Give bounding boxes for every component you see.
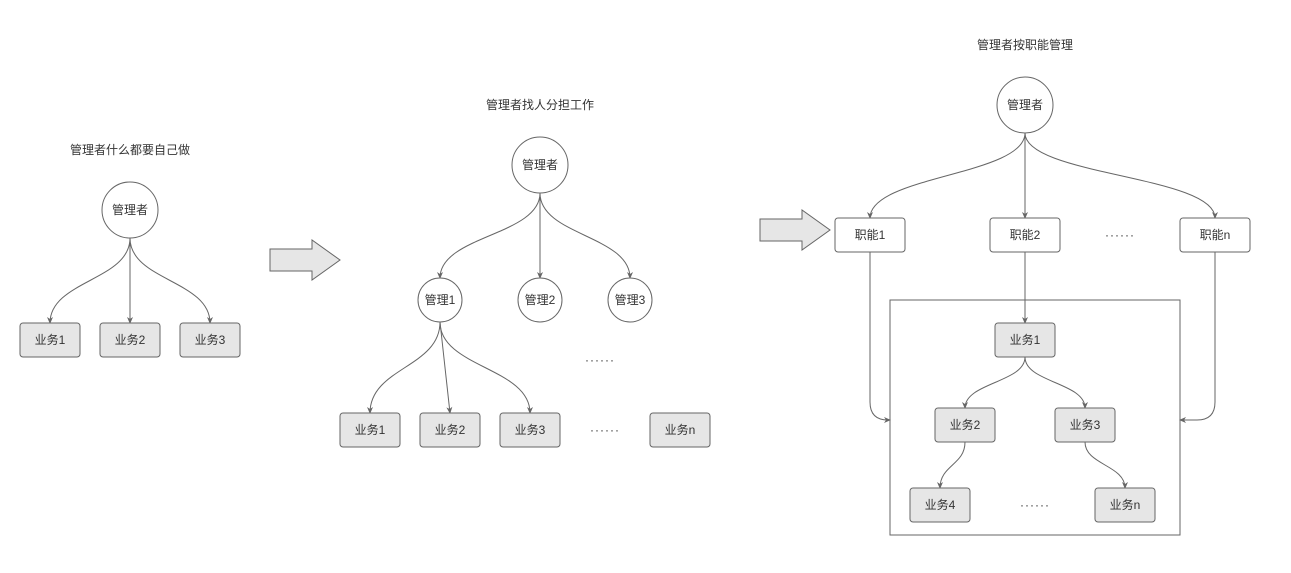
s3-fn1-to-box [870, 252, 890, 420]
edge-s2-manager-s2-mgr1 [440, 193, 540, 278]
s3-fn1-label: 职能1 [855, 228, 886, 242]
s2-biz3-label: 业务3 [515, 422, 546, 437]
stage-1-title: 管理者什么都要自己做 [70, 142, 190, 157]
s3-biz2: 业务2 [935, 408, 995, 442]
s3-fnn-label: 职能n [1200, 228, 1231, 242]
edge-s2-mgr1-s2-biz2 [440, 322, 450, 413]
s1-manager-label: 管理者 [112, 202, 148, 217]
s3-biz1-label: 业务1 [1010, 332, 1041, 347]
s2-bizn-label: 业务n [665, 422, 696, 437]
s2-mgr1: 管理1 [418, 278, 462, 322]
s1-biz2-label: 业务2 [115, 332, 146, 347]
s2-mgr3: 管理3 [608, 278, 652, 322]
s3-manager: 管理者 [997, 77, 1053, 133]
s1-biz1: 业务1 [20, 323, 80, 357]
s2-mgr3-label: 管理3 [615, 292, 646, 307]
s3-biz4-label: 业务4 [925, 497, 956, 512]
arrow-1 [270, 240, 340, 280]
stage-3-title: 管理者按职能管理 [977, 37, 1073, 52]
s3-biz2-label: 业务2 [950, 417, 981, 432]
s2-mgr1-label: 管理1 [425, 292, 456, 307]
s2-biz1-label: 业务1 [355, 422, 386, 437]
edge-s1-manager-s1-biz3 [130, 238, 210, 323]
s2-dots-bottom: ······ [590, 423, 620, 437]
s2-mgr2-label: 管理2 [525, 292, 556, 307]
s2-bizn: 业务n [650, 413, 710, 447]
s3-bizn-label: 业务n [1110, 497, 1141, 512]
edge-s3-biz1-s3-biz3 [1025, 357, 1085, 408]
s2-biz2-label: 业务2 [435, 422, 466, 437]
edge-s3-biz3-s3-bizn [1085, 442, 1125, 488]
diagram-canvas: 管理者业务1 业务2 业务3 管理者管理1 管理2 管理3 业务1 业务2 业务3 业务n 管理者职… [0, 0, 1291, 573]
edge-s3-manager-s3-fn1 [870, 133, 1025, 218]
s2-biz2: 业务2 [420, 413, 480, 447]
s1-biz2: 业务2 [100, 323, 160, 357]
s1-biz1-label: 业务1 [35, 332, 66, 347]
edge-s1-manager-s1-biz1 [50, 238, 130, 323]
s3-fnn: 职能n [1180, 218, 1250, 252]
s1-manager: 管理者 [102, 182, 158, 238]
s2-biz3: 业务3 [500, 413, 560, 447]
edge-s2-mgr1-s2-biz3 [440, 322, 530, 413]
s3-fn2: 职能2 [990, 218, 1060, 252]
edge-s3-manager-s3-fnn [1025, 133, 1215, 218]
edge-s2-mgr1-s2-biz1 [370, 322, 440, 413]
s3-dots-biz: ······ [1020, 498, 1050, 512]
s3-fn1: 职能1 [835, 218, 905, 252]
s3-dots-fn: ······ [1105, 228, 1135, 242]
s3-bizn: 业务n [1095, 488, 1155, 522]
stage-2-title: 管理者找人分担工作 [486, 97, 594, 112]
s3-fnn-to-box [1180, 252, 1215, 420]
s3-manager-label: 管理者 [1007, 97, 1043, 112]
s3-biz1: 业务1 [995, 323, 1055, 357]
edge-s2-manager-s2-mgr3 [540, 193, 630, 278]
s3-biz4: 业务4 [910, 488, 970, 522]
s3-fn2-label: 职能2 [1010, 228, 1041, 242]
s2-mgr2: 管理2 [518, 278, 562, 322]
s2-manager: 管理者 [512, 137, 568, 193]
s1-biz3: 业务3 [180, 323, 240, 357]
edge-s3-biz1-s3-biz2 [965, 357, 1025, 408]
s2-biz1: 业务1 [340, 413, 400, 447]
s2-manager-label: 管理者 [522, 157, 558, 172]
s3-biz3-label: 业务3 [1070, 417, 1101, 432]
arrow-2 [760, 210, 830, 250]
s3-biz3: 业务3 [1055, 408, 1115, 442]
s2-dots-top: ······ [585, 353, 615, 367]
edge-s3-biz2-s3-biz4 [940, 442, 965, 488]
s1-biz3-label: 业务3 [195, 332, 226, 347]
